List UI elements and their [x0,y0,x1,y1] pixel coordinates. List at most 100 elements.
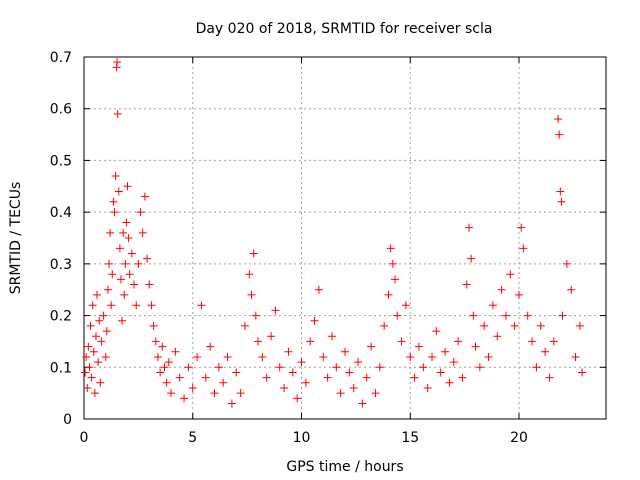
data-point [102,327,111,336]
data-point [319,352,328,361]
data-point [214,363,223,372]
data-point [556,187,565,196]
data-point [160,363,169,372]
data-point [384,290,393,299]
data-point [83,383,92,392]
data-point [99,311,108,320]
plot-frame [83,56,607,420]
data-point [301,378,310,387]
data-point [414,342,423,351]
data-point [464,223,473,232]
data-point [469,311,478,320]
data-point [232,368,241,377]
data-point [484,352,493,361]
data-point [458,373,467,382]
data-point [397,337,406,346]
data-point [132,301,141,310]
y-tick-label: 0.2 [50,309,72,325]
data-point [88,301,97,310]
data-point [454,337,463,346]
data-point [410,373,419,382]
data-point [120,290,129,299]
data-point [423,383,432,392]
data-point [262,373,271,382]
data-point [151,337,160,346]
data-point [406,352,415,361]
data-point [147,301,156,310]
data-point [123,182,132,191]
data-point [506,270,515,279]
data-point [358,399,367,408]
data-point [288,368,297,377]
data-point [97,337,106,346]
data-point [140,192,149,201]
y-tick-label: 0.5 [50,153,72,169]
data-point [578,368,587,377]
data-point [96,378,105,387]
data-point [114,187,123,196]
data-point [515,290,523,299]
data-point [371,389,380,398]
data-point [103,285,112,294]
data-point [267,332,276,341]
data-point [497,285,506,294]
data-point [136,208,145,217]
data-point [116,275,125,284]
data-point [419,363,428,372]
data-point [380,321,389,330]
data-point [271,306,280,315]
data-point [193,352,202,361]
x-tick-label: 15 [401,430,419,446]
data-point [236,389,245,398]
data-point [532,363,541,372]
data-point [180,394,189,403]
data-point [471,342,480,351]
data-point [558,311,567,320]
y-tick-label: 0.7 [50,50,72,66]
data-point [162,378,171,387]
data-point [557,197,566,206]
data-point [323,373,332,382]
data-point [523,311,532,320]
data-point [519,244,528,253]
data-point [197,301,206,310]
data-point [153,352,162,361]
data-point [393,311,402,320]
data-point [118,316,127,325]
data-point [528,337,537,346]
data-point [467,254,476,263]
data-point [143,254,152,263]
data-point [354,358,363,367]
data-point [227,399,236,408]
x-tick-label: 20 [510,430,528,446]
data-point [549,337,558,346]
data-point [284,347,293,356]
data-point [251,311,260,320]
data-point [125,270,134,279]
y-tick-label: 0.1 [50,360,72,376]
data-point [249,249,258,258]
x-axis-label: GPS time / hours [286,459,403,475]
data-point [247,290,256,299]
data-point [107,301,116,310]
data-point [314,285,323,294]
data-point [91,332,100,341]
data-point [122,218,131,227]
data-point [362,373,371,382]
data-point [127,249,136,258]
data-point [480,321,489,330]
data-point [110,208,119,217]
data-point [367,342,376,351]
data-point [375,363,384,372]
data-point [85,363,94,372]
data-point [475,363,484,372]
data-point [219,378,228,387]
axis-ticks: 0 5 10 15 20 0 0.1 0.2 0.3 0.4 0.5 0.6 0.7 [50,50,606,446]
data-point [571,352,580,361]
data-point [254,337,262,346]
y-tick-label: 0.4 [50,205,72,221]
data-point [562,259,571,268]
data-point [89,347,98,356]
data-point [432,327,441,336]
data-point [327,332,336,341]
